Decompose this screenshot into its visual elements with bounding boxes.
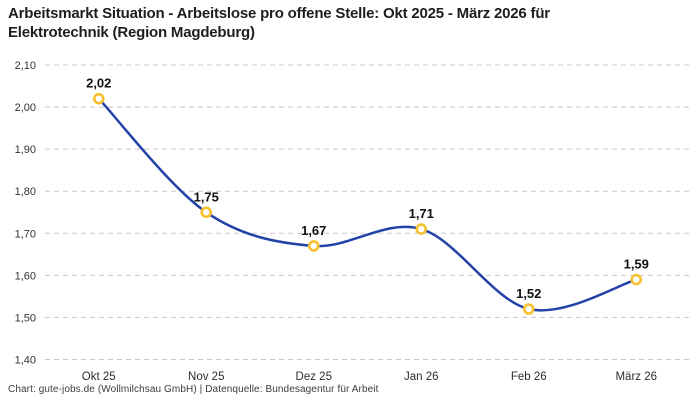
y-axis-tick: 2,10: [15, 60, 36, 72]
data-point-label: 1,52: [516, 286, 541, 301]
x-axis-tick: Nov 25: [188, 371, 224, 383]
data-point-marker: [92, 92, 105, 105]
y-axis-tick: 1,80: [15, 186, 36, 198]
y-axis-tick: 1,50: [15, 312, 36, 324]
data-point-label: 1,71: [409, 206, 434, 221]
x-axis-tick: März 26: [615, 371, 657, 383]
chart-title: Arbeitsmarkt Situation - Arbeitslose pro…: [8, 4, 680, 42]
x-axis-tick: Okt 25: [82, 371, 116, 383]
data-point-label: 1,59: [624, 257, 649, 272]
y-axis-tick: 1,40: [15, 355, 36, 367]
data-point-marker: [200, 206, 213, 219]
y-axis-tick: 1,60: [15, 270, 36, 282]
y-axis-tick: 1,70: [15, 228, 36, 240]
y-axis-tick: 1,90: [15, 144, 36, 156]
data-point-marker: [630, 273, 643, 286]
x-axis-tick: Feb 26: [511, 371, 547, 383]
x-axis-tick: Dez 25: [296, 371, 332, 383]
x-axis-tick: Jan 26: [404, 371, 439, 383]
data-line: [97, 97, 638, 312]
data-point-label: 2,02: [86, 76, 111, 91]
data-point-label: 1,75: [194, 189, 219, 204]
data-point-marker: [522, 303, 535, 315]
chart-credit: Chart: gute-jobs.de (Wollmilchsau GmbH) …: [8, 384, 379, 395]
chart-title-line2: Elektrotechnik (Region Magdeburg): [8, 24, 255, 41]
chart-title-line1: Arbeitsmarkt Situation - Arbeitslose pro…: [8, 5, 550, 22]
y-axis-tick: 2,00: [15, 102, 36, 114]
data-point-label: 1,67: [301, 223, 326, 238]
data-point-marker: [415, 223, 428, 235]
data-point-marker: [307, 240, 320, 252]
